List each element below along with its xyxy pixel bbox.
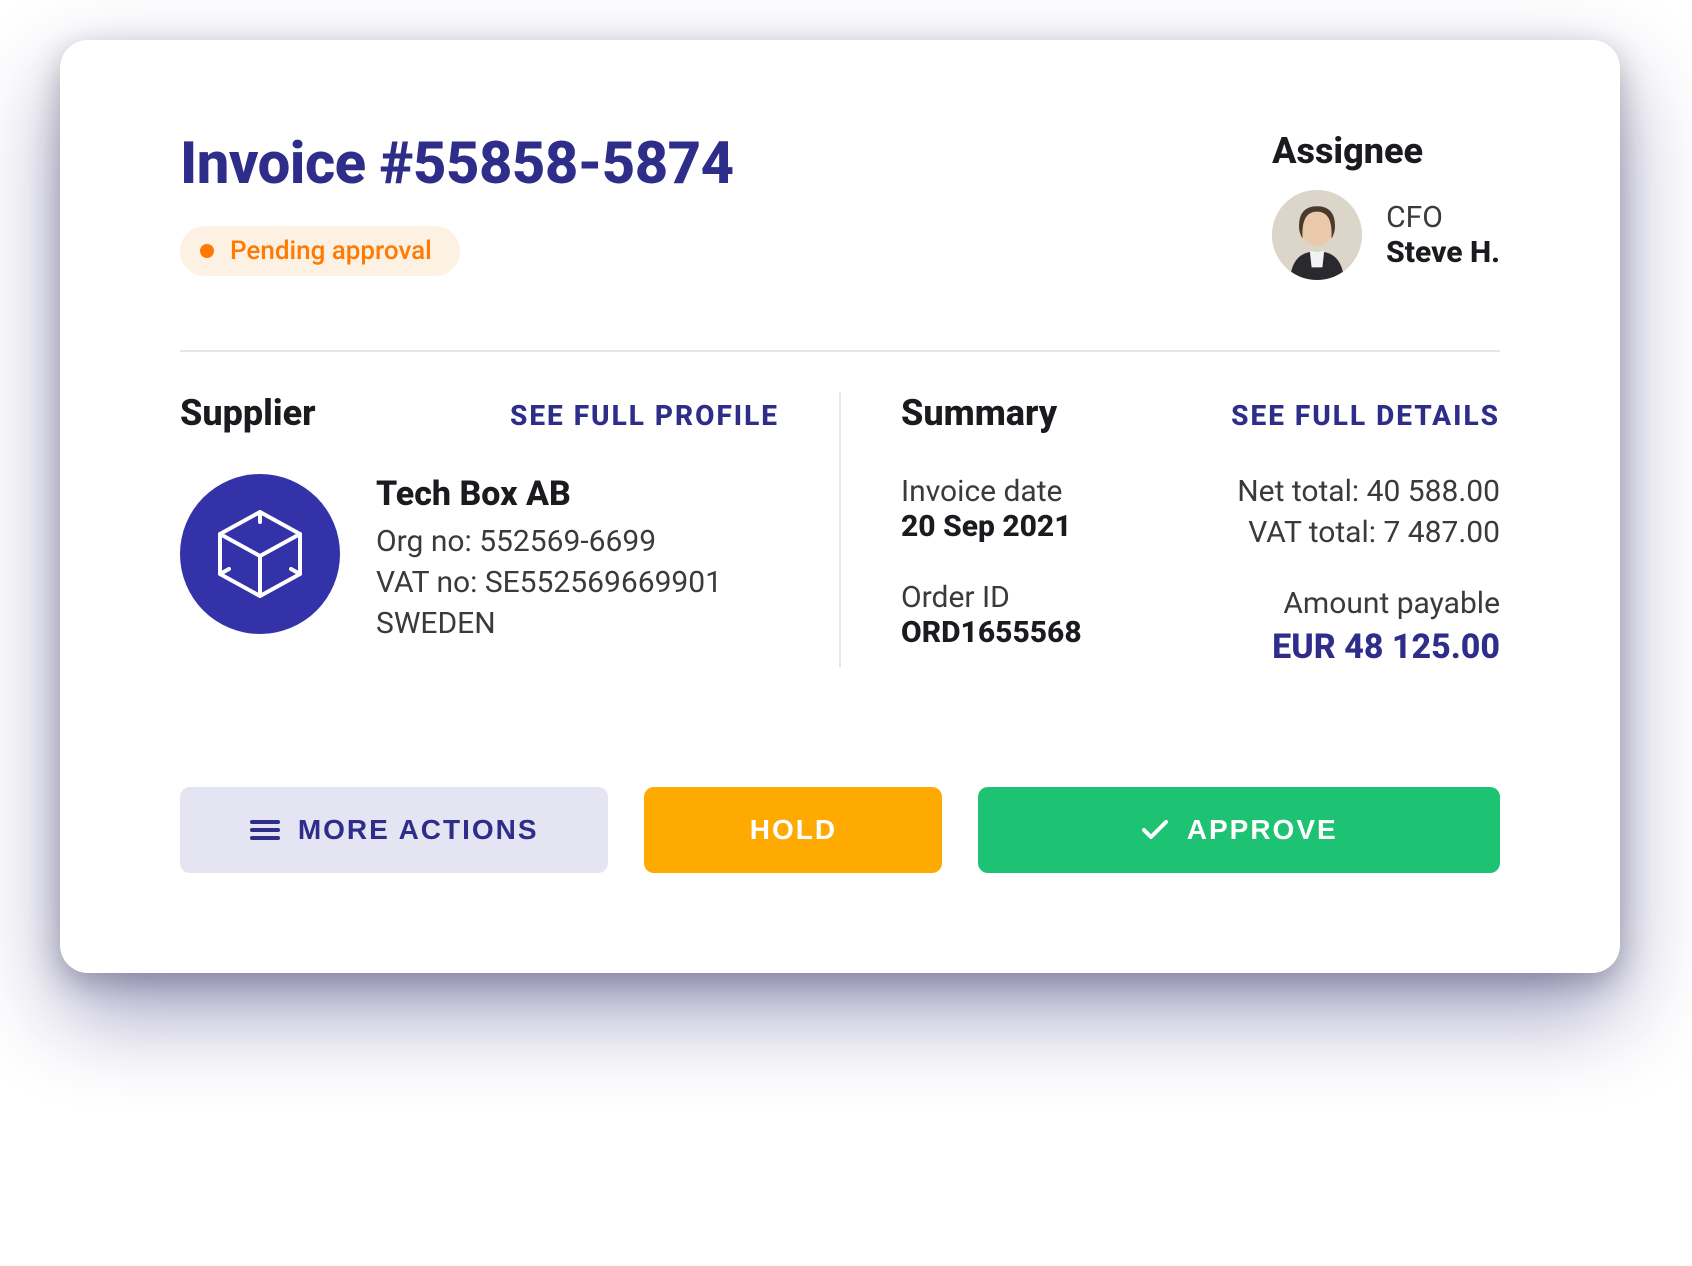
assignee-avatar-icon bbox=[1272, 190, 1362, 280]
more-actions-label: MORE ACTIONS bbox=[298, 814, 539, 846]
menu-icon bbox=[250, 818, 280, 842]
invoice-title: Invoice #55858-5874 bbox=[180, 130, 734, 198]
supplier-column: Supplier SEE FULL PROFILE Tech Box AB bbox=[180, 392, 841, 667]
divider bbox=[180, 350, 1500, 352]
header-left: Invoice #55858-5874 Pending approval bbox=[180, 130, 734, 276]
hold-label: HOLD bbox=[750, 814, 837, 846]
header-row: Invoice #55858-5874 Pending approval Ass… bbox=[180, 130, 1500, 280]
order-id-value: ORD1655568 bbox=[901, 615, 1082, 650]
invoice-date-value: 20 Sep 2021 bbox=[901, 509, 1082, 544]
supplier-text: Tech Box AB Org no: 552569-6699 VAT no: … bbox=[376, 474, 722, 641]
hold-button[interactable]: HOLD bbox=[644, 787, 942, 873]
summary-title: Summary bbox=[901, 392, 1057, 434]
assignee-block: Assignee CFO Steve H. bbox=[1272, 130, 1500, 280]
supplier-name: Tech Box AB bbox=[376, 474, 722, 514]
content-row: Supplier SEE FULL PROFILE Tech Box AB bbox=[180, 392, 1500, 667]
summary-right: Net total: 40 588.00 VAT total: 7 487.00… bbox=[1237, 474, 1500, 667]
amount-payable-value: EUR 48 125.00 bbox=[1272, 627, 1500, 667]
more-actions-button[interactable]: MORE ACTIONS bbox=[180, 787, 608, 873]
assignee-label: Assignee bbox=[1272, 130, 1500, 172]
invoice-card: Invoice #55858-5874 Pending approval Ass… bbox=[60, 40, 1620, 973]
order-id-group: Order ID ORD1655568 bbox=[901, 580, 1082, 650]
assignee-name: Steve H. bbox=[1386, 235, 1500, 270]
see-full-details-link[interactable]: SEE FULL DETAILS bbox=[1231, 399, 1500, 432]
net-total: Net total: 40 588.00 bbox=[1237, 474, 1500, 509]
invoice-date-label: Invoice date bbox=[901, 474, 1082, 509]
summary-column: Summary SEE FULL DETAILS Invoice date 20… bbox=[841, 392, 1500, 667]
order-id-label: Order ID bbox=[901, 580, 1082, 615]
summary-left: Invoice date 20 Sep 2021 Order ID ORD165… bbox=[901, 474, 1082, 667]
status-text: Pending approval bbox=[230, 236, 432, 266]
check-icon bbox=[1141, 819, 1169, 841]
status-badge: Pending approval bbox=[180, 226, 460, 276]
supplier-country: SWEDEN bbox=[376, 606, 722, 641]
amount-payable-label: Amount payable bbox=[1283, 586, 1500, 621]
status-dot-icon bbox=[200, 244, 214, 258]
approve-button[interactable]: APPROVE bbox=[978, 787, 1500, 873]
summary-head: Summary SEE FULL DETAILS bbox=[901, 392, 1500, 434]
approve-label: APPROVE bbox=[1187, 814, 1338, 846]
invoice-date-group: Invoice date 20 Sep 2021 bbox=[901, 474, 1082, 544]
supplier-vat-no: VAT no: SE552569669901 bbox=[376, 565, 722, 600]
assignee-role: CFO bbox=[1386, 200, 1500, 235]
vat-total: VAT total: 7 487.00 bbox=[1248, 515, 1500, 550]
cube-icon bbox=[180, 474, 340, 634]
supplier-body: Tech Box AB Org no: 552569-6699 VAT no: … bbox=[180, 474, 779, 641]
assignee-body: CFO Steve H. bbox=[1272, 190, 1500, 280]
actions-row: MORE ACTIONS HOLD APPROVE bbox=[180, 787, 1500, 873]
supplier-head: Supplier SEE FULL PROFILE bbox=[180, 392, 779, 434]
see-full-profile-link[interactable]: SEE FULL PROFILE bbox=[510, 399, 779, 432]
assignee-text: CFO Steve H. bbox=[1386, 200, 1500, 270]
supplier-title: Supplier bbox=[180, 392, 316, 434]
supplier-org-no: Org no: 552569-6699 bbox=[376, 524, 722, 559]
summary-body: Invoice date 20 Sep 2021 Order ID ORD165… bbox=[901, 474, 1500, 667]
